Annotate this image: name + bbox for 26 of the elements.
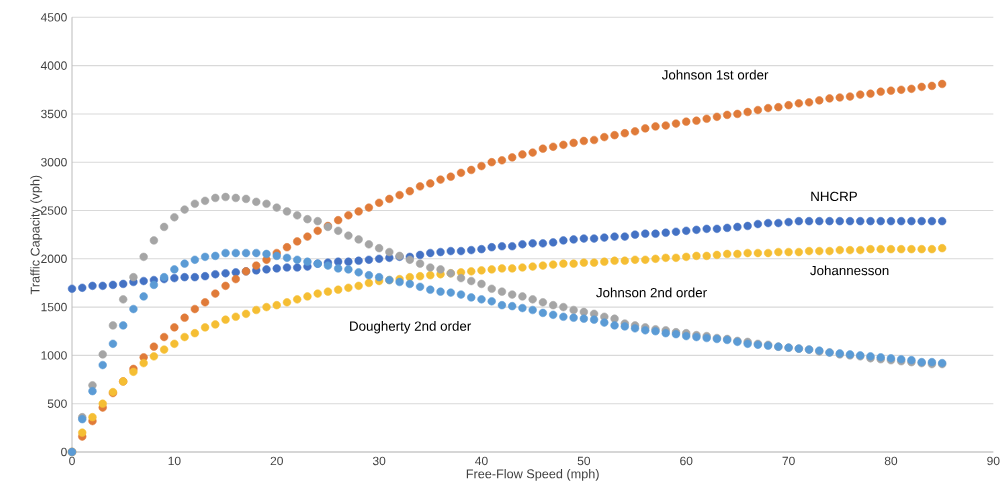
y-tick-label: 3000 [41,157,67,167]
y-tick-label: 4000 [40,61,67,70]
x-tick-label: 70 [782,456,795,466]
annotation: NHCRP [811,191,857,202]
annotation: Johannesson [810,265,889,276]
x-tick-label: 0 [69,456,75,466]
x-tick-label: 20 [270,456,283,466]
x-tick-label: 80 [884,456,898,466]
annotation: Johnson 1st order [661,69,769,80]
y-tick-label: 1500 [41,302,67,312]
y-tick-label: 4500 [40,13,67,22]
x-tick-label: 90 [987,456,1000,466]
x-tick-label: 10 [168,456,181,466]
y-tick-label: 3500 [41,109,67,119]
x-tick-label: 60 [680,456,693,466]
y-tick-label: 1000 [41,351,67,360]
y-tick-label: 0 [61,447,67,457]
annotation: Dougherty 2nd order [350,321,472,334]
y-tick-label: 2500 [41,206,67,215]
x-axis-title: Free-Flow Speed (mph) [466,469,599,481]
annotation: Johnson 2nd order [596,287,707,298]
x-tick-label: 30 [372,456,386,466]
y-tick-label: 500 [47,399,67,408]
x-tick-label: 40 [475,456,488,466]
x-tick-label: 50 [577,456,591,466]
y-tick-label: 2000 [41,254,67,264]
